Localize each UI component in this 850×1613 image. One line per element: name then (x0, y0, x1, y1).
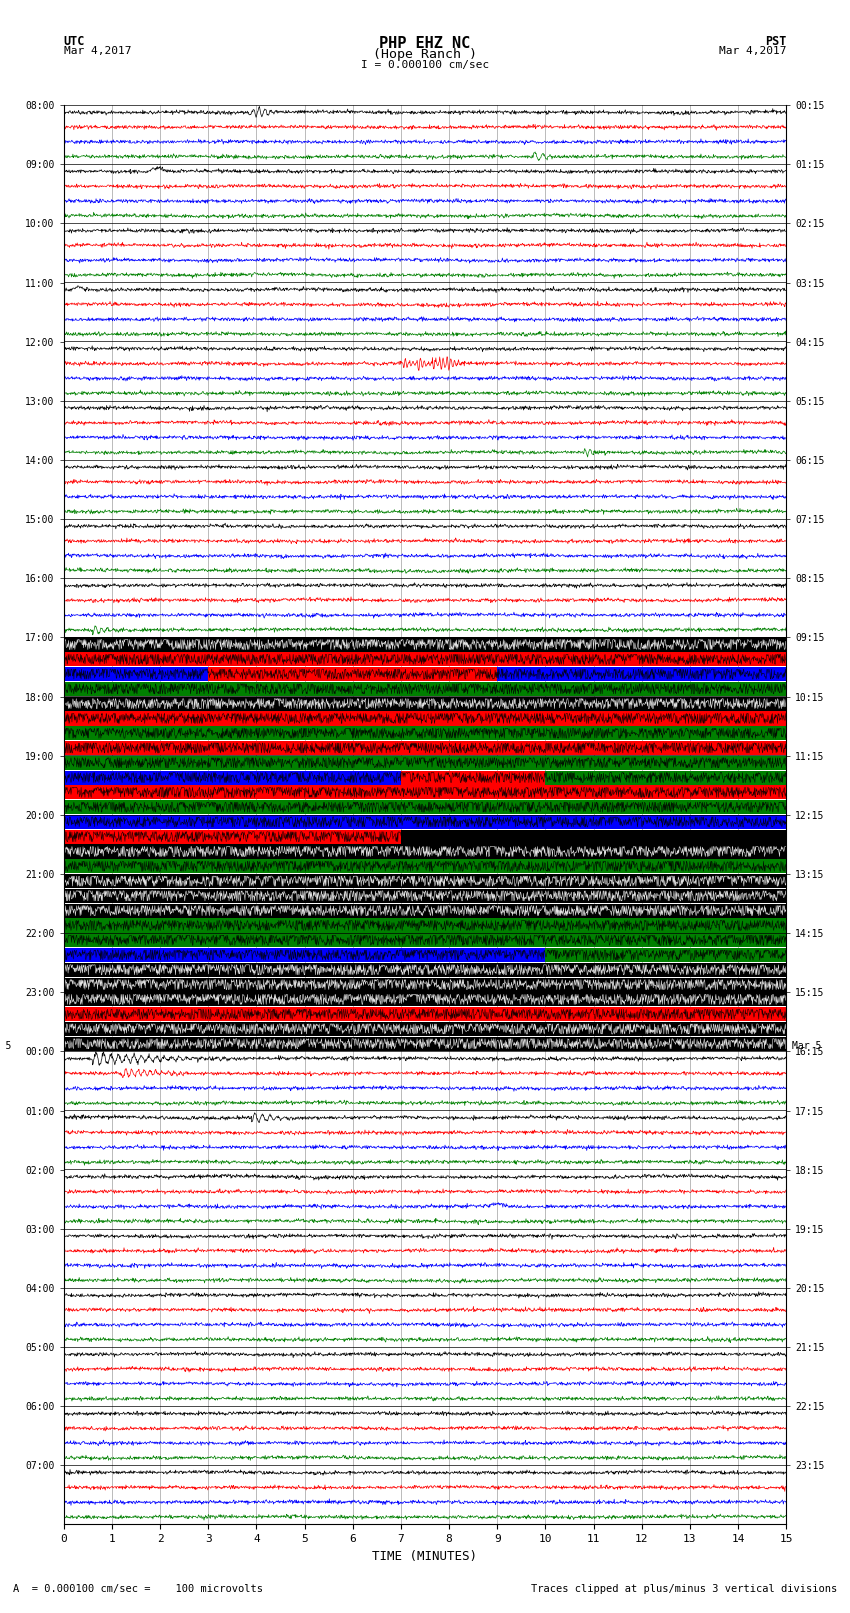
Text: UTC: UTC (64, 35, 85, 48)
Text: Mar 4,2017: Mar 4,2017 (64, 45, 131, 56)
Text: PST: PST (765, 35, 786, 48)
Text: (Hope Ranch ): (Hope Ranch ) (373, 48, 477, 61)
Text: A  = 0.000100 cm/sec =    100 microvolts: A = 0.000100 cm/sec = 100 microvolts (13, 1584, 263, 1594)
Text: PHP EHZ NC: PHP EHZ NC (379, 37, 471, 52)
Text: Mar 5: Mar 5 (792, 1042, 821, 1052)
X-axis label: TIME (MINUTES): TIME (MINUTES) (372, 1550, 478, 1563)
Text: I = 0.000100 cm/sec: I = 0.000100 cm/sec (361, 60, 489, 71)
Text: Traces clipped at plus/minus 3 vertical divisions: Traces clipped at plus/minus 3 vertical … (531, 1584, 837, 1594)
Text: Mar 5: Mar 5 (0, 1042, 12, 1052)
Text: Mar 4,2017: Mar 4,2017 (719, 45, 786, 56)
